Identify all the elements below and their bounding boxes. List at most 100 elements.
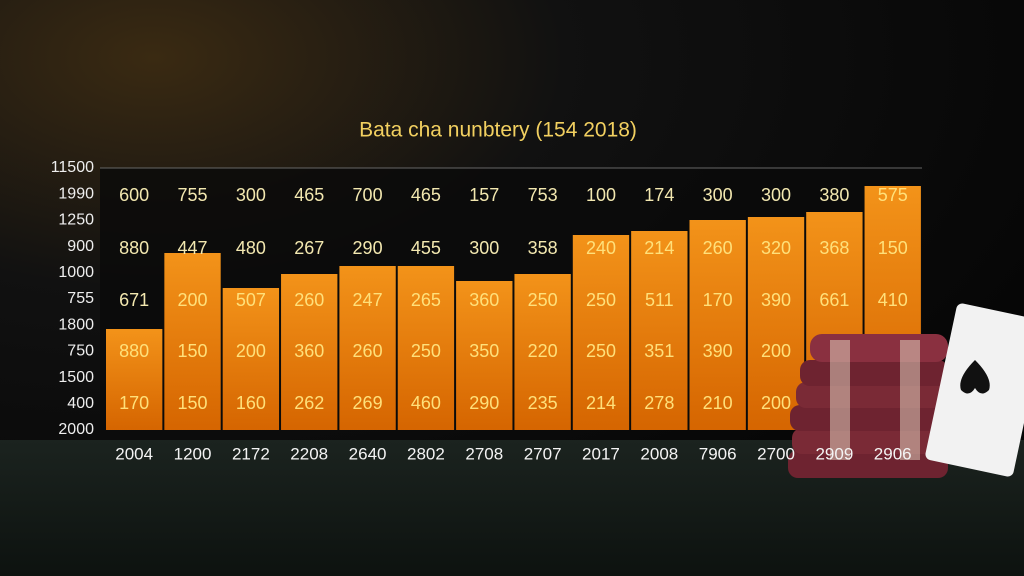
cell-value: 465 [294, 185, 324, 205]
cell-value: 278 [644, 393, 674, 413]
cell-value: 235 [528, 393, 558, 413]
cell-value: 380 [819, 185, 849, 205]
cell-value: 157 [469, 185, 499, 205]
cell-value: 150 [178, 393, 208, 413]
cell-value: 511 [645, 290, 674, 310]
y-label: 900 [67, 238, 94, 255]
cell-value: 755 [178, 185, 208, 205]
bar [339, 266, 396, 430]
bar [456, 281, 513, 430]
cell-value: 250 [528, 290, 558, 310]
x-label: 2708 [465, 444, 503, 463]
cell-value: 100 [586, 185, 616, 205]
cell-value: 350 [469, 341, 499, 361]
cell-value: 250 [586, 290, 616, 310]
cell-value: 455 [411, 238, 441, 258]
bar [631, 231, 688, 430]
title: Bata cha nunbtery (154 2018) [359, 119, 637, 142]
y-label: 2000 [58, 421, 94, 438]
cell-value: 260 [703, 238, 733, 258]
cell-value: 480 [236, 238, 266, 258]
cell-value: 214 [644, 238, 674, 258]
x-label: 2172 [232, 444, 270, 463]
cell-value: 160 [236, 393, 266, 413]
cell-value: 351 [644, 341, 674, 361]
cell-value: 200 [761, 393, 791, 413]
cell-value: 600 [119, 185, 149, 205]
x-label: 2909 [815, 444, 853, 463]
cell-value: 170 [119, 393, 149, 413]
bar [397, 266, 455, 430]
y-label: 1500 [58, 369, 94, 386]
cell-value: 262 [294, 393, 324, 413]
y-label: 755 [67, 290, 94, 307]
x-label: 2906 [874, 444, 912, 463]
chips [788, 334, 948, 478]
playing-card [925, 303, 1024, 477]
x-label: 2640 [349, 444, 387, 463]
y-label: 1990 [58, 185, 94, 202]
y-label: 750 [67, 343, 94, 360]
cell-value: 360 [294, 341, 324, 361]
y-label: 400 [67, 395, 94, 412]
x-label: 7906 [699, 444, 737, 463]
cell-value: 700 [353, 185, 383, 205]
bar [747, 217, 805, 430]
cell-value: 320 [761, 238, 791, 258]
y-label: 1800 [58, 316, 94, 333]
cell-value: 507 [236, 290, 266, 310]
cell-value: 358 [528, 238, 558, 258]
cell-value: 174 [644, 185, 674, 205]
x-label: 2004 [115, 444, 153, 463]
cell-value: 250 [586, 341, 616, 361]
x-label: 1200 [174, 444, 212, 463]
cell-value: 260 [294, 290, 324, 310]
cell-value: 300 [703, 185, 733, 205]
cell-value: 300 [761, 185, 791, 205]
cell-value: 269 [353, 393, 383, 413]
cell-value: 150 [178, 341, 208, 361]
bar [514, 274, 571, 430]
y-label: 1250 [58, 212, 94, 229]
cell-value: 390 [761, 290, 791, 310]
cell-value: 265 [411, 290, 441, 310]
cell-value: 368 [819, 238, 849, 258]
cell-value: 290 [353, 238, 383, 258]
cell-value: 447 [178, 238, 208, 258]
x-label: 2802 [407, 444, 445, 463]
cell-value: 267 [294, 238, 324, 258]
bar [281, 274, 338, 430]
cell-value: 460 [411, 393, 441, 413]
cell-value: 214 [586, 393, 616, 413]
cell-value: 200 [761, 341, 791, 361]
cell-value: 210 [703, 393, 733, 413]
cell-value: 250 [411, 341, 441, 361]
cell-value: 300 [469, 238, 499, 258]
cell-value: 200 [236, 341, 266, 361]
cell-value: 360 [469, 290, 499, 310]
cell-value: 661 [819, 290, 849, 310]
cell-value: 880 [119, 238, 149, 258]
cell-value: 247 [353, 290, 383, 310]
y-label: 11500 [51, 159, 94, 176]
bar [164, 253, 221, 430]
cell-value: 220 [528, 341, 558, 361]
cell-value: 240 [586, 238, 616, 258]
x-label: 2208 [290, 444, 328, 463]
bar [106, 329, 163, 430]
cell-value: 671 [119, 290, 149, 310]
cell-value: 200 [178, 290, 208, 310]
x-label: 2700 [757, 444, 795, 463]
cell-value: 300 [236, 185, 266, 205]
x-label: 2008 [640, 444, 678, 463]
cell-value: 410 [878, 290, 908, 310]
cells: 600 755 300 465 700 465 157 753 100 174 300 300 380 5… [119, 185, 908, 413]
cell-value: 880 [119, 341, 149, 361]
cell-value: 170 [703, 290, 733, 310]
bar [572, 235, 630, 430]
x-label: 2707 [524, 444, 562, 463]
cell-value: 150 [878, 238, 908, 258]
y-label: 1000 [58, 264, 94, 281]
